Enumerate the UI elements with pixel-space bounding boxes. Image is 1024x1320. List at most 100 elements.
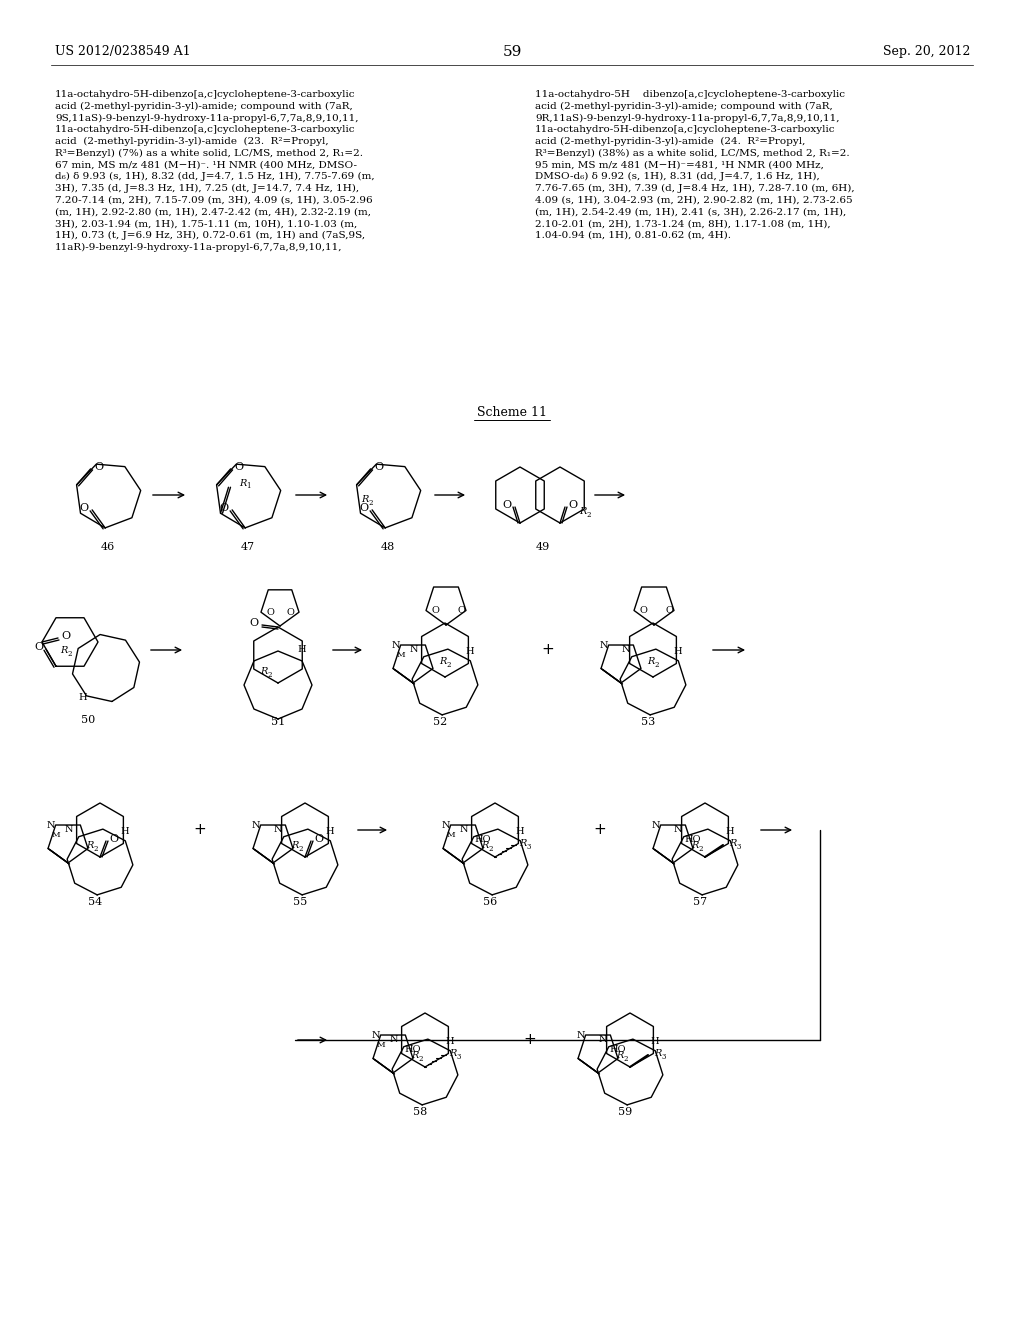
- Text: 3: 3: [737, 843, 741, 851]
- Text: O: O: [457, 606, 465, 615]
- Text: R: R: [647, 656, 654, 665]
- Text: 46: 46: [101, 543, 115, 552]
- Text: O: O: [219, 503, 228, 513]
- Text: M: M: [377, 1041, 386, 1049]
- Text: N: N: [46, 821, 55, 829]
- Text: R: R: [239, 479, 246, 488]
- Text: N: N: [252, 821, 260, 829]
- Text: HO: HO: [609, 1044, 627, 1053]
- Text: H: H: [466, 648, 474, 656]
- Text: O: O: [568, 500, 578, 510]
- Text: H: H: [674, 648, 682, 656]
- Text: R: R: [616, 1051, 624, 1060]
- Text: 50: 50: [81, 715, 95, 725]
- Text: H: H: [79, 693, 87, 702]
- Text: 51: 51: [271, 717, 285, 727]
- Text: 56: 56: [483, 898, 497, 907]
- Text: O: O: [35, 643, 44, 652]
- Text: H: H: [326, 828, 334, 837]
- Text: R: R: [654, 1048, 662, 1057]
- Text: N: N: [599, 640, 608, 649]
- Text: 59: 59: [617, 1107, 632, 1117]
- Text: 2: 2: [94, 845, 98, 853]
- Text: O: O: [110, 834, 119, 843]
- Text: HO: HO: [404, 1044, 421, 1053]
- Text: 2: 2: [587, 511, 591, 519]
- Text: HO: HO: [685, 834, 701, 843]
- Text: R: R: [481, 841, 488, 850]
- Text: N: N: [391, 640, 400, 649]
- Text: H: H: [650, 1038, 659, 1047]
- Text: 48: 48: [381, 543, 395, 552]
- Text: R: R: [60, 645, 68, 655]
- Text: 55: 55: [293, 898, 307, 907]
- Text: O: O: [286, 607, 294, 616]
- Text: 2: 2: [698, 845, 703, 853]
- Text: 3: 3: [662, 1053, 667, 1061]
- Text: +: +: [594, 822, 606, 837]
- Text: O: O: [665, 606, 673, 615]
- Text: O: O: [359, 503, 369, 513]
- Text: 2: 2: [488, 845, 494, 853]
- Text: N: N: [372, 1031, 380, 1040]
- Text: 2: 2: [624, 1055, 629, 1063]
- Text: M: M: [52, 832, 60, 840]
- Text: 11a-octahydro-5H    dibenzo[a,c]cycloheptene-3-carboxylic
acid (2-methyl-pyridin: 11a-octahydro-5H dibenzo[a,c]cyclohepten…: [535, 90, 855, 240]
- Text: H: H: [445, 1038, 455, 1047]
- Text: 1: 1: [246, 482, 251, 490]
- Text: N: N: [410, 644, 418, 653]
- Text: N: N: [577, 1031, 585, 1040]
- Text: N: N: [622, 644, 630, 653]
- Text: O: O: [431, 606, 439, 615]
- Text: N: N: [673, 825, 682, 833]
- Text: O: O: [266, 607, 273, 616]
- Text: N: N: [598, 1035, 606, 1044]
- Text: R: R: [729, 838, 736, 847]
- Text: 57: 57: [693, 898, 707, 907]
- Text: 3: 3: [457, 1053, 461, 1061]
- Text: H: H: [121, 828, 129, 837]
- Text: +: +: [542, 643, 554, 657]
- Text: 2: 2: [654, 661, 659, 669]
- Text: N: N: [441, 821, 450, 829]
- Text: N: N: [459, 825, 468, 833]
- Text: R: R: [519, 838, 526, 847]
- Text: 2: 2: [267, 671, 272, 678]
- Text: Scheme 11: Scheme 11: [477, 407, 547, 420]
- Text: 49: 49: [536, 543, 550, 552]
- Text: 2: 2: [419, 1055, 423, 1063]
- Text: N: N: [651, 821, 659, 829]
- Text: 53: 53: [641, 717, 655, 727]
- Text: 2: 2: [369, 499, 373, 507]
- Text: US 2012/0238549 A1: US 2012/0238549 A1: [55, 45, 190, 58]
- Text: HO: HO: [475, 834, 492, 843]
- Text: 11a-octahydro-5H-dibenzo[a,c]cycloheptene-3-carboxylic
acid (2-methyl-pyridin-3-: 11a-octahydro-5H-dibenzo[a,c]cyclohepten…: [55, 90, 375, 252]
- Text: 58: 58: [413, 1107, 427, 1117]
- Text: R: R: [691, 841, 698, 850]
- Text: O: O: [374, 462, 383, 471]
- Text: N: N: [65, 825, 73, 833]
- Text: O: O: [639, 606, 647, 615]
- Text: M: M: [447, 832, 456, 840]
- Text: O: O: [80, 503, 89, 513]
- Text: M: M: [397, 651, 406, 659]
- Text: 2: 2: [299, 845, 303, 853]
- Text: O: O: [250, 618, 259, 628]
- Text: 3: 3: [526, 843, 531, 851]
- Text: R: R: [86, 841, 93, 850]
- Text: R: R: [291, 841, 299, 850]
- Text: R: R: [450, 1048, 457, 1057]
- Text: Sep. 20, 2012: Sep. 20, 2012: [883, 45, 970, 58]
- Text: 52: 52: [433, 717, 447, 727]
- Text: R: R: [260, 667, 267, 676]
- Text: O: O: [234, 462, 243, 471]
- Text: 54: 54: [88, 898, 102, 907]
- Text: 2: 2: [68, 651, 73, 659]
- Text: R: R: [439, 656, 446, 665]
- Text: R: R: [412, 1051, 419, 1060]
- Text: O: O: [94, 462, 103, 471]
- Text: N: N: [389, 1035, 397, 1044]
- Text: N: N: [273, 825, 282, 833]
- Text: H: H: [726, 828, 734, 837]
- Text: +: +: [523, 1032, 537, 1048]
